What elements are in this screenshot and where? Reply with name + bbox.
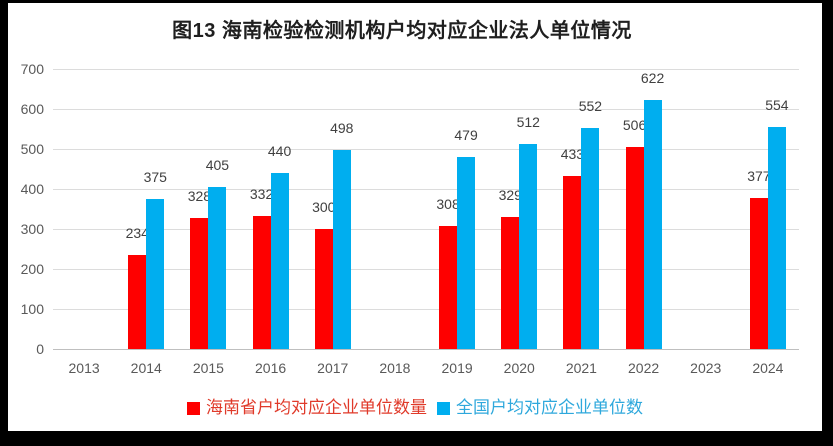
chart-title: 图13 海南检验检测机构户均对应企业法人单位情况: [172, 20, 632, 42]
value-label: 375: [143, 169, 167, 185]
gridline: [53, 69, 799, 70]
hainan-bar-2019: [439, 225, 458, 349]
hainan-bar-2021: [563, 175, 582, 349]
value-label: 234: [125, 225, 149, 242]
y-axis-tick-label: 100: [20, 301, 44, 317]
legend-item-hainan: 海南省户均对应企业单位数量: [187, 398, 427, 418]
value-label: 479: [454, 127, 478, 144]
x-axis-tick-label: 2021: [565, 360, 597, 376]
y-axis-tick-label: 400: [20, 181, 44, 197]
value-label: 622: [640, 70, 665, 87]
x-axis-tick-label: 2018: [379, 360, 411, 376]
gridline: [53, 309, 799, 310]
x-axis-tick-label: 2014: [130, 360, 162, 376]
hainan-series-label: 海南省户均对应企业单位数量: [206, 398, 427, 417]
national-bar-2020: [519, 144, 538, 349]
x-axis-tick-label: 2013: [68, 360, 100, 376]
value-label: 300: [312, 199, 336, 215]
national-series-swatch-icon: [437, 401, 450, 415]
y-axis-tick-label: 600: [20, 101, 44, 117]
national-bar-2016: [270, 173, 289, 349]
y-axis-tick-label: 700: [20, 61, 44, 77]
x-axis-tick-label: 2015: [192, 360, 224, 376]
gridline: [53, 189, 799, 190]
chart-canvas: 图13 海南检验检测机构户均对应企业法人单位情况 0 100 200 300 400 50…: [8, 3, 822, 431]
hainan-bar-2017: [314, 229, 333, 349]
y-axis-tick-label: 200: [20, 261, 44, 277]
value-label: 512: [516, 114, 540, 131]
hainan-bar-2024: [749, 198, 768, 349]
x-axis-tick-label: 2016: [255, 360, 287, 376]
y-axis-tick-label: 500: [20, 141, 44, 157]
hainan-series-swatch-icon: [187, 401, 200, 415]
national-bar-2017: [332, 149, 351, 349]
value-label: 552: [578, 98, 603, 115]
value-label: 308: [436, 195, 460, 212]
national-bar-2014: [146, 199, 165, 349]
value-label: 498: [330, 119, 354, 136]
x-axis-tick-label: 2022: [628, 360, 660, 376]
legend-item-national: 全国户均对应企业单位数: [437, 398, 643, 418]
gridline: [53, 349, 799, 350]
x-axis-tick-label: 2020: [503, 360, 535, 376]
gridline: [53, 109, 799, 110]
value-label: 405: [205, 157, 230, 173]
hainan-bar-2015: [190, 217, 209, 349]
x-axis-tick-label: 2019: [441, 360, 473, 376]
gridline: [53, 269, 799, 270]
y-axis-tick-label: 300: [20, 221, 44, 237]
national-bar-2015: [208, 187, 227, 349]
value-label: 433: [560, 145, 585, 162]
x-axis-tick-label: 2024: [752, 360, 784, 376]
value-label: 328: [187, 187, 212, 204]
value-label: 506: [622, 116, 647, 133]
x-axis-tick-label: 2017: [317, 360, 349, 376]
national-bar-2022: [643, 100, 662, 349]
hainan-bar-2020: [501, 217, 520, 349]
national-bar-2021: [581, 128, 600, 349]
national-bar-2024: [767, 127, 786, 349]
value-label: 554: [765, 97, 789, 114]
value-label: 332: [249, 186, 274, 203]
y-axis-tick-label: 0: [36, 341, 44, 357]
hainan-bar-2016: [252, 216, 271, 349]
value-label: 440: [267, 143, 292, 159]
gridline: [53, 229, 799, 230]
legend: 海南省户均对应企业单位数量 全国户均对应企业单位数: [8, 398, 822, 418]
value-label: 377: [747, 168, 771, 185]
gridline: [53, 149, 799, 150]
national-bar-2019: [457, 157, 476, 349]
plot-area: 0 100 200 300 400 500 600 700 2013 2014 234 375 2015…: [8, 3, 822, 431]
x-axis-tick-label: 2023: [690, 360, 722, 376]
national-series-label: 全国户均对应企业单位数: [456, 398, 643, 417]
hainan-bar-2014: [128, 255, 147, 349]
value-label: 329: [498, 187, 522, 204]
hainan-bar-2022: [625, 146, 644, 349]
